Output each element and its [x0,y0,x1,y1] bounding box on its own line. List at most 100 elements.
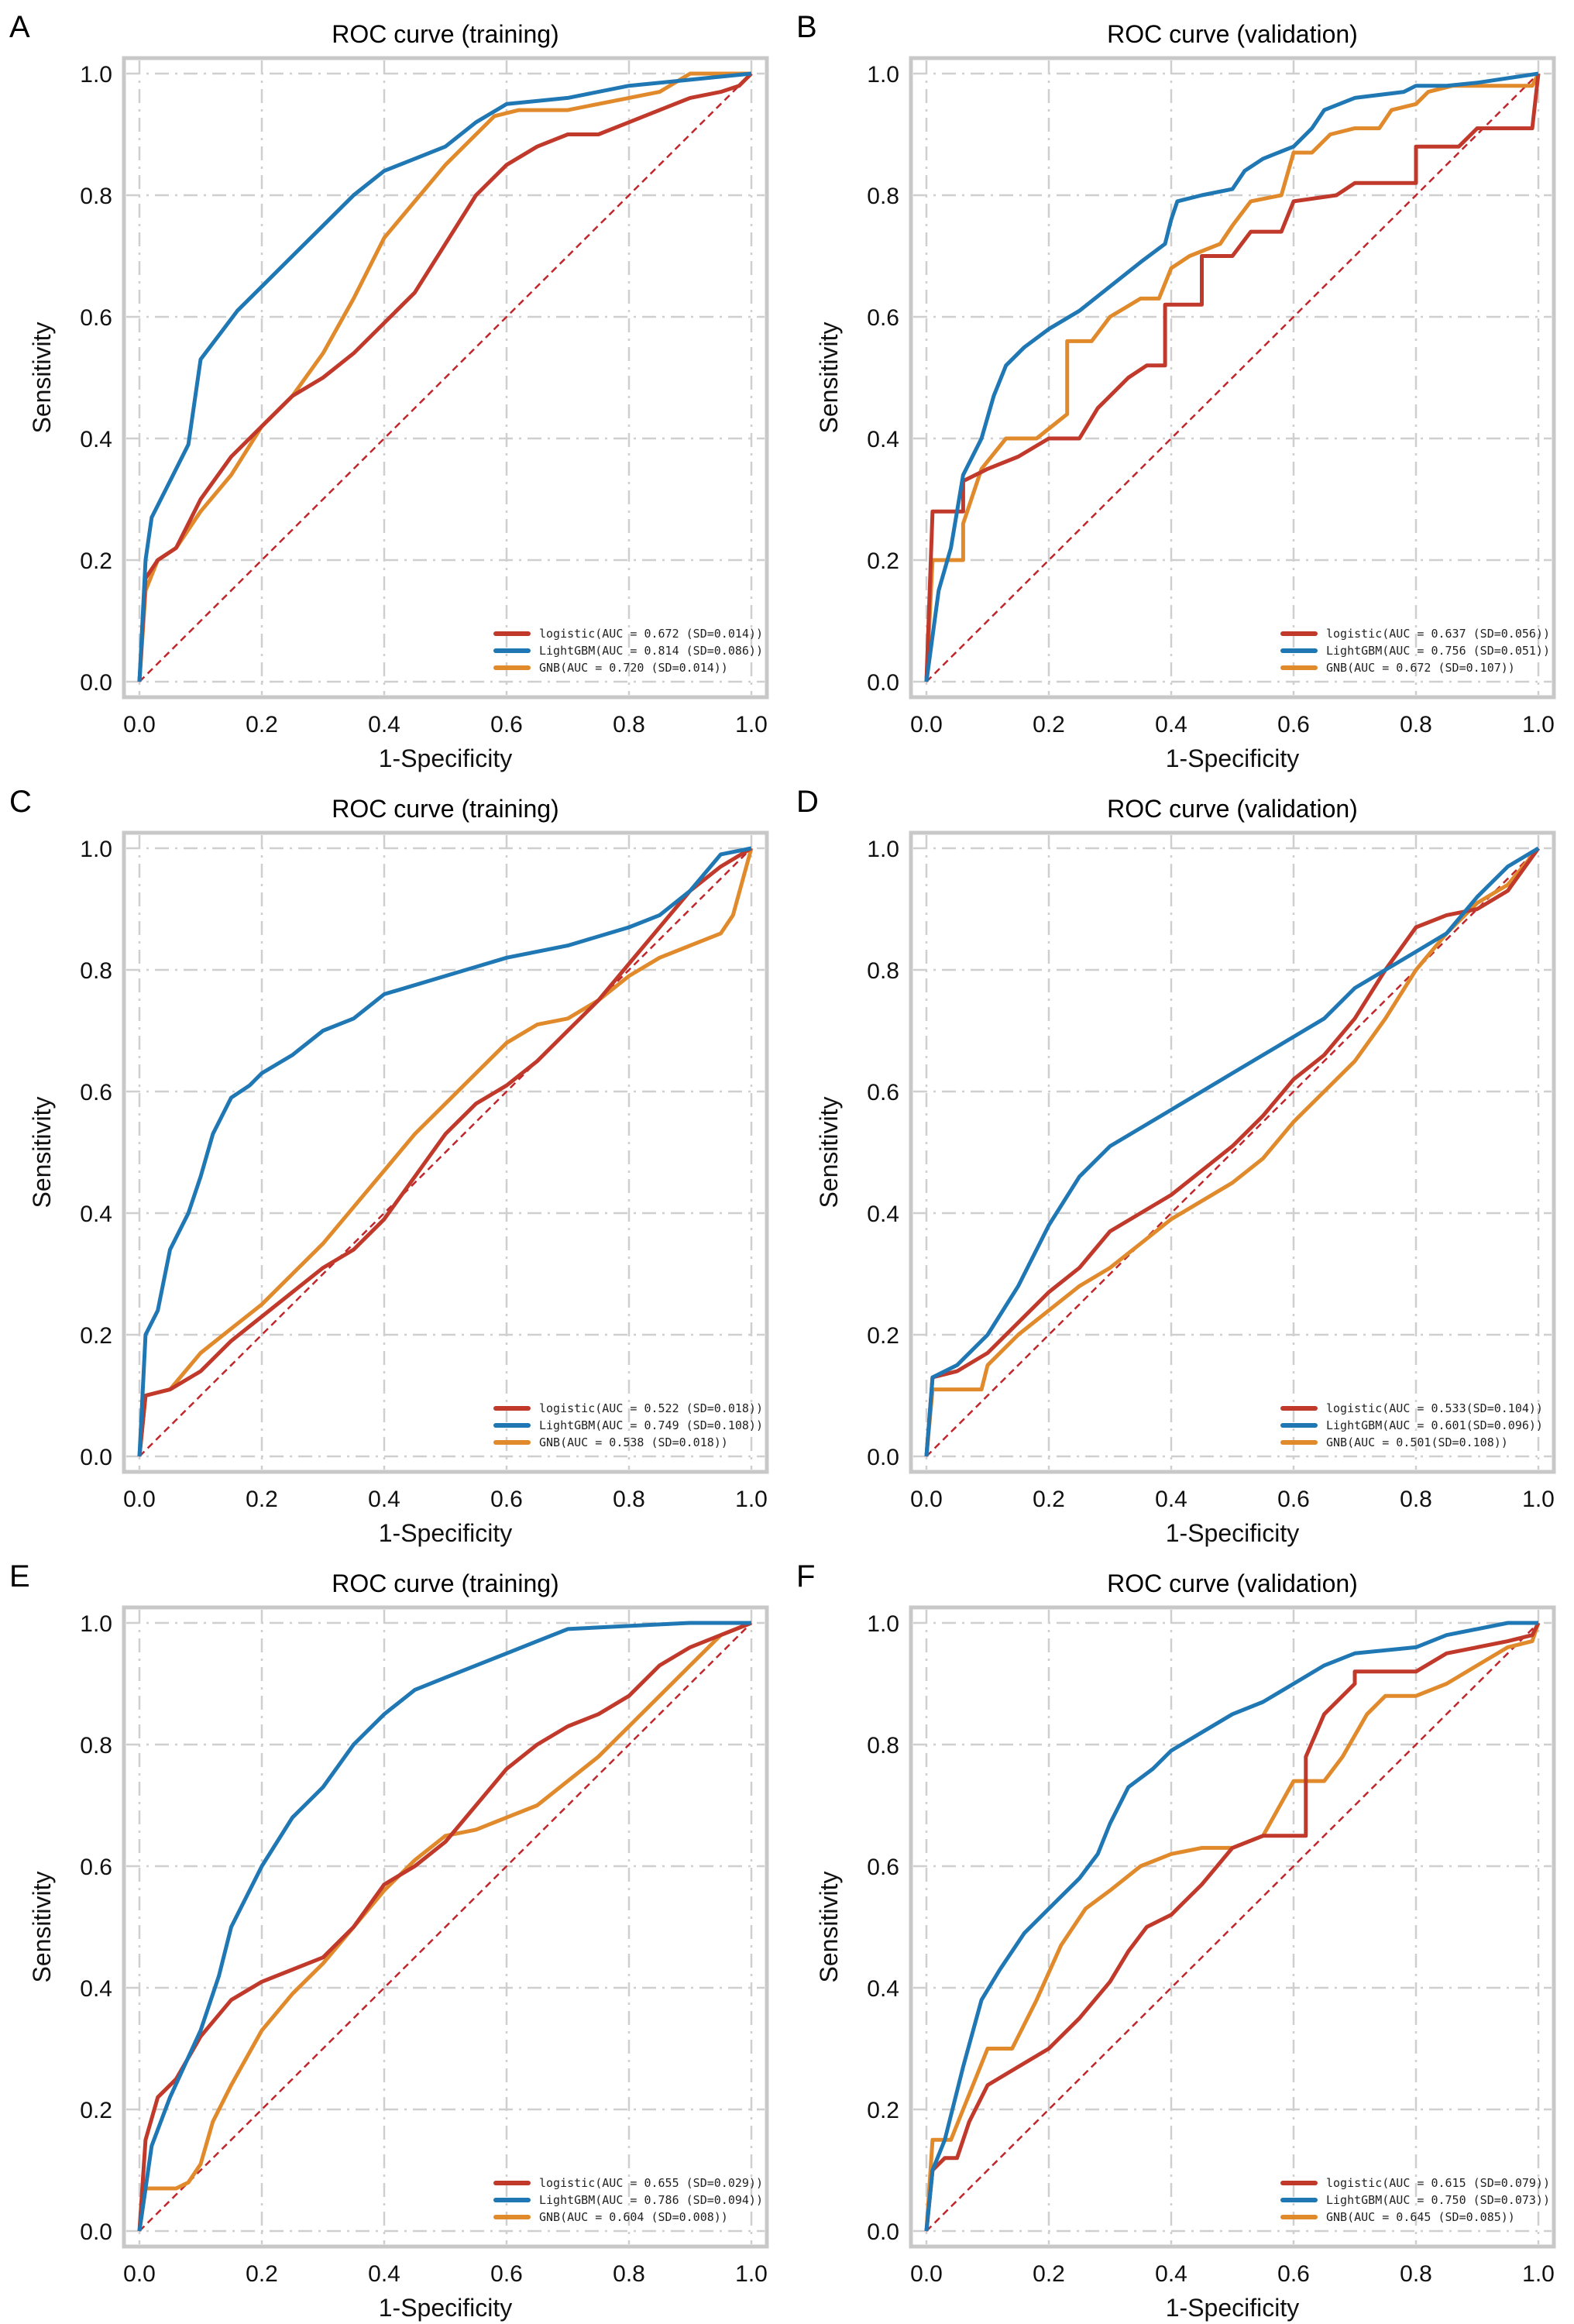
panel-d: D ROC curve (validation) 0.0 0.2 0.4 0.6 0.8 1.… [787,775,1574,1549]
x-tick-label: 0.4 [368,712,400,737]
roc-line-lightgbm [137,71,752,682]
chart-title: ROC curve (training) [332,795,558,823]
x-tick-label: 0.0 [910,712,943,737]
roc-line-gnb [924,847,1540,1457]
x-tick-label: 1.0 [1522,1487,1555,1512]
y-tick-label: 0.2 [80,1323,112,1349]
x-tick-label: 0.6 [490,2261,523,2287]
x-tick-label: 0.4 [368,2261,400,2287]
x-tick-label: 0.4 [1155,712,1187,737]
roc-chart-f: F ROC curve (validation) 0.0 0.2 0.4 0.6 0.8 1.… [796,1559,1556,2322]
roc-line-lightgbm [137,1621,751,2232]
roc-line-lightgbm [924,71,1539,682]
y-tick-label: 0.8 [80,1733,112,1758]
legend-label-gnb: GNB(AUC = 0.604 (SD=0.008)) [539,2210,728,2224]
legend-label-logistic: logistic(AUC = 0.637 (SD=0.056)) [1326,627,1550,641]
legend-label-lightgbm: LightGBM(AUC = 0.601(SD=0.096)) [1326,1418,1543,1432]
y-tick-label: 0.4 [867,427,899,452]
y-tick-label: 0.4 [867,1976,899,2002]
x-tick-label: 0.8 [613,712,645,737]
x-tick-label: 0.8 [613,1487,645,1512]
y-tick-label: 0.6 [80,1855,112,1880]
x-tick-label: 0.2 [246,2261,278,2287]
y-tick-label: 0.4 [80,427,112,452]
x-axis-label: 1-Specificity [379,2294,513,2322]
y-tick-label: 1.0 [80,1611,112,1637]
panel-e: E ROC curve (training) 0.0 0.2 0.4 0.6 0.8 1.0 0… [0,1549,787,2324]
y-axis-label: Sensitivity [28,1096,56,1208]
panel-letter: D [796,785,819,819]
y-tick-label: 0.6 [867,1855,899,1880]
y-tick-label: 0.2 [867,1323,899,1349]
x-tick-label: 1.0 [1522,2261,1555,2287]
x-tick-label: 0.0 [123,712,156,737]
y-tick-label: 0.4 [867,1202,899,1227]
y-axis-label: Sensitivity [28,321,56,433]
y-tick-label: 0.0 [80,1445,112,1470]
x-axis-label: 1-Specificity [1166,744,1300,772]
x-tick-label: 0.2 [1033,1487,1065,1512]
legend-label-logistic: logistic(AUC = 0.615 (SD=0.079)) [1326,2176,1550,2190]
roc-line-logistic [924,847,1541,1457]
roc-chart-a: A ROC curve (training) 0.0 0.2 0.4 0.6 0.8 1.0 0… [9,10,769,772]
chart-title: ROC curve (validation) [1107,20,1358,48]
y-axis-label: Sensitivity [28,1871,56,1982]
y-tick-label: 0.0 [867,2219,899,2245]
legend-label-gnb: GNB(AUC = 0.538 (SD=0.018)) [539,1435,728,1449]
legend-label-gnb: GNB(AUC = 0.501(SD=0.108)) [1326,1435,1508,1449]
panel-a: A ROC curve (training) 0.0 0.2 0.4 0.6 0.8 1.0 0… [0,0,787,775]
y-tick-label: 0.2 [867,2098,899,2123]
x-tick-label: 1.0 [735,2261,768,2287]
roc-line-lightgbm [924,846,1540,1457]
panel-letter: A [9,10,30,44]
y-tick-label: 0.6 [867,305,899,331]
chart-title: ROC curve (validation) [1107,1569,1358,1597]
x-tick-label: 0.2 [1033,2261,1065,2287]
x-tick-label: 0.8 [613,2261,645,2287]
x-axis-label: 1-Specificity [379,744,513,772]
x-tick-label: 0.6 [490,1487,523,1512]
chance-diagonal [139,847,752,1457]
roc-chart-c: C ROC curve (training) 0.0 0.2 0.4 0.6 0.8 1.0 0… [9,785,769,1547]
roc-line-logistic [924,73,1541,682]
x-axis-label: 1-Specificity [379,1519,513,1547]
x-tick-label: 0.2 [1033,712,1065,737]
legend-label-logistic: logistic(AUC = 0.533(SD=0.104)) [1326,1401,1543,1415]
y-tick-label: 1.0 [80,837,112,862]
x-tick-label: 0.0 [123,2261,156,2287]
legend-label-lightgbm: LightGBM(AUC = 0.786 (SD=0.094)) [539,2193,763,2207]
y-tick-label: 0.2 [867,548,899,574]
x-tick-label: 0.2 [246,1487,278,1512]
chance-diagonal [139,73,752,682]
x-tick-label: 0.6 [1277,2261,1310,2287]
legend-label-gnb: GNB(AUC = 0.672 (SD=0.107)) [1326,661,1515,675]
chance-diagonal [926,73,1539,682]
chance-diagonal [926,847,1539,1457]
y-tick-label: 0.4 [80,1976,112,2002]
x-tick-label: 0.0 [910,1487,943,1512]
legend-label-lightgbm: LightGBM(AUC = 0.749 (SD=0.108)) [539,1418,763,1432]
x-tick-label: 0.4 [368,1487,400,1512]
y-tick-label: 0.8 [867,184,899,209]
roc-line-gnb [924,1622,1541,2232]
chart-title: ROC curve (training) [332,1569,558,1597]
y-tick-label: 0.4 [80,1202,112,1227]
y-tick-label: 0.6 [80,1080,112,1105]
chart-title: ROC curve (training) [332,20,558,48]
x-tick-label: 0.6 [1277,712,1310,737]
roc-line-logistic [137,846,753,1457]
x-tick-label: 0.8 [1400,2261,1432,2287]
panel-letter: B [796,10,817,44]
x-tick-label: 1.0 [735,1487,768,1512]
panel-c: C ROC curve (training) 0.0 0.2 0.4 0.6 0.8 1.0 0… [0,775,787,1549]
panel-f: F ROC curve (validation) 0.0 0.2 0.4 0.6 0.8 1.… [787,1549,1574,2324]
y-tick-label: 1.0 [867,62,899,88]
legend-label-logistic: logistic(AUC = 0.655 (SD=0.029)) [539,2176,763,2190]
y-axis-label: Sensitivity [815,1871,843,1982]
x-tick-label: 1.0 [735,712,768,737]
roc-line-logistic [137,72,753,682]
y-tick-label: 0.8 [867,958,899,984]
legend-label-lightgbm: LightGBM(AUC = 0.750 (SD=0.073)) [1326,2193,1550,2207]
roc-line-gnb [924,72,1541,682]
y-tick-label: 0.0 [80,670,112,696]
